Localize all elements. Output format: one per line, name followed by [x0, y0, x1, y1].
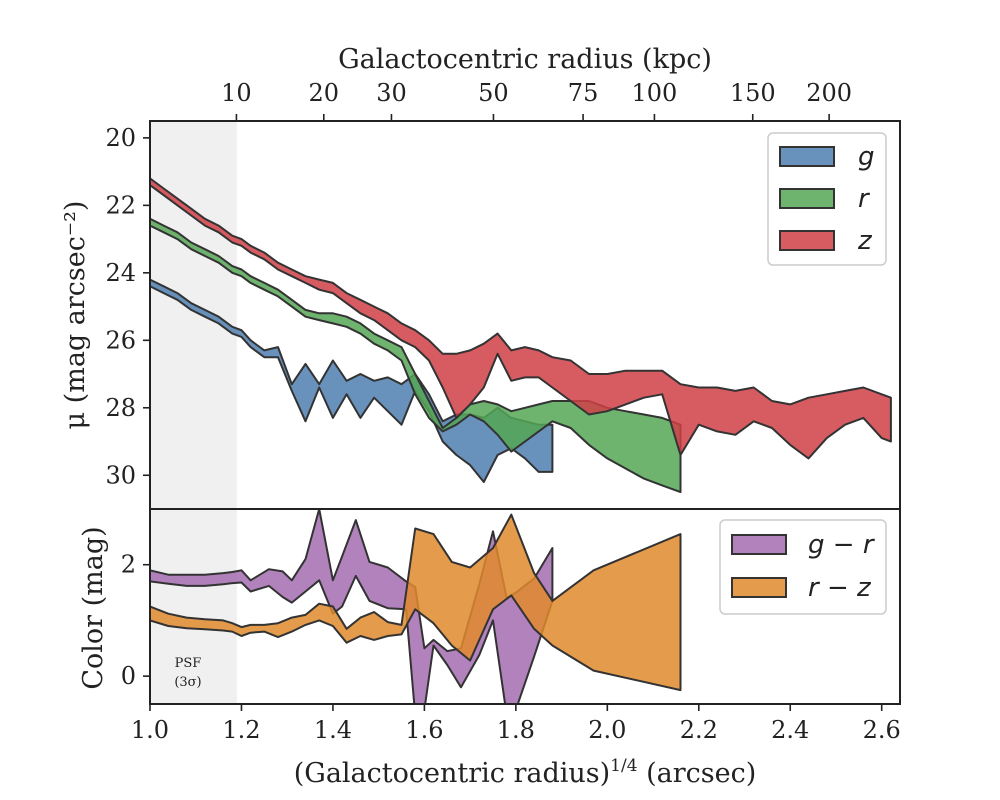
- bottom-x-tick-label: 2.6: [863, 716, 901, 744]
- top-x-tick-label: 10: [221, 79, 252, 107]
- bottom-x-axis-title-text: (Galactocentric radius): [294, 758, 610, 789]
- psf-annotation-line2: (3σ): [174, 675, 201, 690]
- top-x-tick-label: 100: [632, 79, 678, 107]
- top-panel: 20 22 24 26 28 30 10 20 30 50 75 100 150 200 Galacto…: [60, 44, 901, 510]
- legend-label-z: z: [857, 226, 873, 256]
- top-y-tick-label: 20: [105, 124, 136, 152]
- band-rz: [150, 513, 682, 692]
- bottom-x-tick-label: 1.6: [405, 716, 443, 744]
- top-x-tick-label: 150: [730, 79, 776, 107]
- bottom-x-axis-title-superscript: 1/4: [610, 756, 637, 776]
- bottom-x-tick-label: 2.2: [680, 716, 718, 744]
- bottom-x-tick-label: 1.8: [497, 716, 535, 744]
- top-x-ticks: 10 20 30 50 75 100 150 200: [221, 79, 852, 121]
- top-x-tick-label: 200: [806, 79, 852, 107]
- top-x-tick-label: 20: [309, 79, 340, 107]
- bottom-legend: g − r r − z: [719, 519, 887, 615]
- top-y-tick-label: 26: [105, 326, 136, 354]
- legend-label-rz: r − z: [808, 573, 872, 603]
- bottom-x-tick-label: 1.0: [131, 716, 169, 744]
- bottom-x-axis-title-unit: (arcsec): [638, 758, 757, 789]
- top-legend: grz: [767, 132, 887, 266]
- psf-annotation-line1: PSF: [175, 656, 202, 671]
- top-y-ticks: 20 22 24 26 28 30: [105, 124, 150, 489]
- legend-swatch-rz: [731, 577, 787, 598]
- top-y-tick-label: 28: [105, 394, 136, 422]
- top-y-axis-title: μ (mag arcsec⁻²): [60, 201, 91, 430]
- bottom-x-tick-label: 2.4: [771, 716, 809, 744]
- legend-label-r: r: [858, 184, 871, 214]
- bottom-y-tick-label: 0: [121, 662, 136, 690]
- legend-swatch-g: [779, 146, 835, 167]
- legend-swatch-gr: [731, 534, 787, 555]
- legend-label-g: g: [858, 142, 875, 172]
- legend-swatch-z: [779, 230, 835, 251]
- band-r: [150, 217, 682, 494]
- top-psf-shading: [150, 121, 237, 509]
- bottom-frame: [149, 508, 901, 705]
- top-bands: [150, 177, 892, 494]
- legend-swatch-r: [779, 188, 835, 209]
- top-y-tick-label: 24: [105, 259, 136, 287]
- top-y-tick-label: 30: [105, 461, 136, 489]
- band-z: [150, 177, 892, 460]
- legend-label-gr: g − r: [808, 530, 876, 560]
- bottom-y-ticks: 02: [121, 551, 150, 690]
- top-axis-title: Galactocentric radius (kpc): [338, 44, 712, 75]
- top-x-tick-label: 75: [568, 79, 599, 107]
- bottom-x-tick-label: 1.2: [222, 716, 260, 744]
- bottom-psf-shading: [150, 509, 237, 704]
- bottom-y-axis-title: Color (mag): [78, 526, 109, 689]
- top-x-tick-label: 50: [478, 79, 509, 107]
- bottom-x-tick-label: 2.0: [588, 716, 626, 744]
- band-g: [150, 278, 554, 483]
- top-y-tick-label: 22: [105, 191, 136, 219]
- bottom-x-axis-title: (Galactocentric radius)1/4 (arcsec): [294, 756, 757, 789]
- bottom-x-ticks: 1.0 1.2 1.4 1.6 1.8 2.0 2.2 2.4 2.6: [131, 704, 901, 744]
- bottom-panel: 02 1.0 1.2 1.4 1.6 1.8 2.0 2.2 2.4 2.6 PSF (3σ) …: [78, 508, 901, 789]
- bottom-bands: [150, 509, 682, 704]
- bottom-y-tick-label: 2: [121, 551, 136, 579]
- bottom-x-tick-label: 1.4: [314, 716, 352, 744]
- top-x-tick-label: 30: [376, 79, 407, 107]
